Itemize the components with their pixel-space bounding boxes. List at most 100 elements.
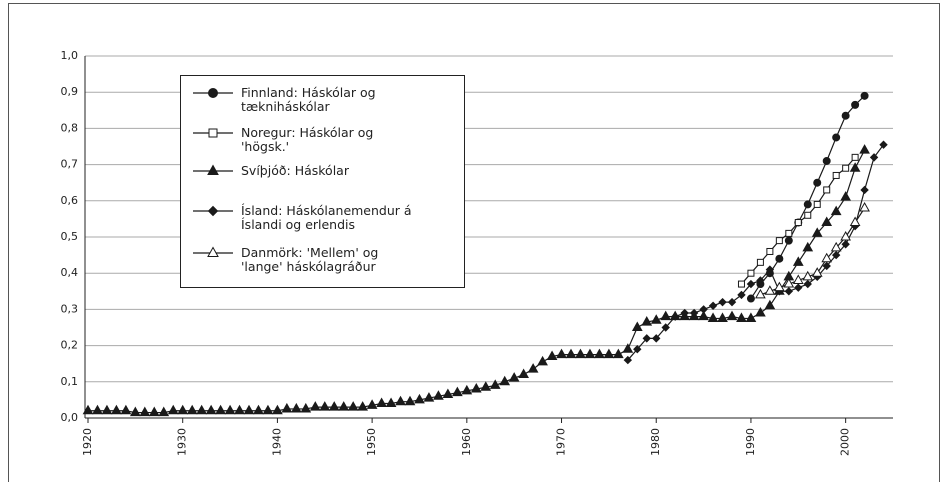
marker: [82, 404, 94, 415]
x-tick-label: 1960: [460, 428, 473, 456]
marker: [641, 316, 653, 326]
marker: [792, 256, 804, 266]
marker: [208, 88, 218, 98]
marker: [849, 162, 861, 172]
marker: [830, 241, 842, 252]
marker: [764, 285, 776, 295]
marker: [433, 390, 444, 400]
x-tick-label: 1970: [555, 428, 568, 456]
marker: [879, 140, 888, 149]
marker: [423, 392, 435, 402]
marker: [813, 200, 821, 208]
y-tick-label: 0,7: [61, 158, 79, 171]
marker: [243, 404, 255, 415]
marker: [792, 274, 804, 284]
marker: [470, 383, 482, 393]
legend-label: Finnland: Háskólar og tækniháskólar: [241, 85, 376, 114]
marker: [205, 404, 217, 415]
marker: [869, 153, 879, 162]
marker: [841, 240, 850, 249]
marker: [698, 310, 709, 321]
marker: [859, 202, 870, 212]
marker: [849, 216, 861, 227]
marker: [746, 294, 755, 303]
marker: [813, 178, 822, 187]
marker: [499, 375, 511, 386]
legend-icon: [193, 88, 233, 98]
marker: [92, 404, 103, 415]
marker: [755, 288, 766, 299]
marker: [832, 171, 840, 179]
x-tick-label: 1950: [365, 428, 378, 456]
marker: [633, 345, 642, 354]
x-tick-label: 1920: [81, 428, 94, 456]
legend-entry: Ísland: Háskólanemendur á Íslandi og erl…: [181, 204, 419, 232]
x-tick-label: 1990: [744, 428, 757, 456]
y-tick-label: 0,4: [61, 266, 79, 279]
marker: [803, 200, 812, 209]
marker: [207, 205, 219, 217]
marker: [785, 229, 793, 237]
marker: [300, 402, 312, 413]
marker: [186, 404, 198, 415]
marker: [281, 402, 293, 413]
y-tick-label: 0,3: [61, 302, 79, 315]
x-tick-label: 1940: [270, 428, 283, 456]
marker: [442, 388, 454, 398]
y-tick-label: 0,1: [61, 375, 79, 388]
marker: [594, 348, 605, 359]
marker: [821, 216, 833, 227]
marker: [167, 404, 179, 415]
y-tick-label: 0,6: [61, 194, 79, 207]
marker: [727, 297, 737, 307]
marker: [860, 91, 869, 100]
frame: [8, 3, 940, 486]
marker: [840, 230, 852, 241]
marker: [764, 299, 776, 310]
marker: [366, 399, 378, 409]
marker: [670, 312, 680, 321]
marker: [207, 246, 219, 257]
legend-label: Svíþjóð: Háskólar: [241, 163, 349, 178]
marker: [804, 211, 812, 219]
marker: [707, 312, 719, 322]
marker: [414, 393, 425, 404]
marker: [177, 404, 189, 415]
marker: [842, 164, 850, 172]
marker: [766, 247, 774, 255]
marker: [253, 404, 264, 415]
marker: [773, 281, 785, 292]
marker: [860, 185, 869, 195]
legend-label: Danmörk: 'Mellem' og 'lange' háskólagráð…: [241, 245, 379, 274]
marker: [290, 402, 302, 413]
marker: [537, 355, 548, 366]
legend-icon: [193, 246, 233, 257]
marker: [347, 401, 359, 411]
marker: [584, 348, 596, 359]
marker: [689, 308, 699, 318]
marker: [794, 219, 802, 227]
marker: [451, 386, 463, 397]
marker: [775, 237, 783, 245]
marker: [802, 241, 814, 252]
legend-label: Ísland: Háskólanemendur á Íslandi og erl…: [241, 203, 412, 232]
marker: [357, 401, 369, 411]
marker: [831, 250, 841, 260]
marker: [737, 290, 746, 300]
marker: [737, 280, 745, 288]
marker: [784, 236, 793, 245]
marker: [328, 401, 340, 411]
marker: [851, 153, 859, 161]
marker: [650, 314, 662, 324]
y-tick-label: 0,9: [61, 85, 79, 98]
legend-entry: Svíþjóð: Háskólar: [181, 164, 419, 180]
marker: [652, 334, 661, 343]
marker: [747, 269, 755, 277]
legend: Finnland: Háskólar og tækniháskólar Noreg…: [180, 75, 465, 288]
marker: [775, 254, 784, 263]
series-line: [760, 207, 866, 296]
y-tick-label: 0,8: [61, 121, 79, 134]
legend-icon: [193, 128, 233, 138]
